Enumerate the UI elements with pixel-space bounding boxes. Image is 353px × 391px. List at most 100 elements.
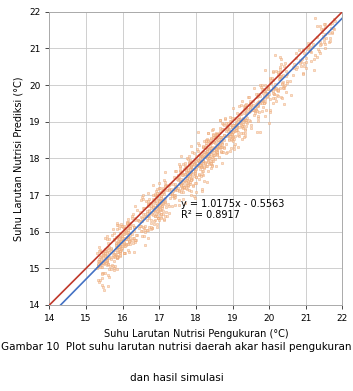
- Point: [163, 182, 169, 188]
- Point: [232, 133, 238, 139]
- Point: [220, 140, 225, 146]
- Point: [136, 218, 142, 224]
- Point: [220, 133, 226, 140]
- Point: [144, 227, 150, 233]
- Point: [209, 162, 215, 168]
- Point: [270, 85, 276, 91]
- Point: [99, 282, 105, 289]
- Point: [205, 130, 211, 136]
- Point: [185, 183, 191, 189]
- Point: [255, 113, 261, 119]
- Point: [255, 102, 260, 108]
- Point: [252, 110, 257, 116]
- Point: [282, 60, 288, 66]
- Point: [185, 181, 191, 188]
- Point: [242, 104, 248, 111]
- Point: [102, 252, 107, 258]
- Point: [271, 91, 277, 97]
- Point: [132, 217, 138, 224]
- Point: [267, 91, 272, 97]
- Point: [196, 176, 202, 182]
- Point: [264, 94, 270, 100]
- Point: [190, 183, 196, 189]
- Point: [113, 252, 118, 258]
- Point: [192, 169, 197, 176]
- Point: [96, 258, 102, 265]
- Point: [122, 250, 127, 256]
- Point: [237, 110, 243, 117]
- Point: [206, 151, 211, 158]
- Point: [118, 250, 123, 256]
- Point: [176, 181, 181, 187]
- Point: [108, 245, 114, 251]
- Point: [204, 146, 210, 152]
- Point: [239, 111, 244, 118]
- Point: [267, 75, 273, 82]
- Y-axis label: Suhu Larutan Nutrisi Prediksi (°C): Suhu Larutan Nutrisi Prediksi (°C): [13, 76, 23, 240]
- Point: [229, 129, 235, 136]
- Point: [219, 141, 225, 147]
- Point: [203, 154, 208, 160]
- Point: [192, 179, 198, 186]
- Point: [146, 224, 151, 230]
- Point: [328, 21, 333, 27]
- Point: [287, 78, 293, 84]
- Point: [193, 158, 199, 165]
- Point: [229, 124, 235, 130]
- Point: [146, 206, 152, 213]
- Point: [169, 191, 175, 197]
- Point: [114, 225, 120, 231]
- Point: [152, 197, 158, 204]
- Point: [188, 163, 194, 170]
- Point: [177, 163, 183, 169]
- Point: [276, 73, 282, 79]
- Point: [209, 127, 215, 133]
- Point: [145, 201, 151, 207]
- Point: [120, 245, 125, 251]
- Point: [126, 233, 131, 240]
- Point: [273, 68, 279, 75]
- Point: [104, 250, 110, 256]
- Point: [201, 165, 207, 171]
- Point: [110, 252, 116, 258]
- Point: [205, 154, 211, 161]
- Point: [104, 255, 110, 262]
- Point: [216, 134, 221, 140]
- Point: [154, 204, 159, 210]
- Point: [156, 185, 162, 192]
- Point: [100, 259, 106, 265]
- Point: [106, 249, 112, 255]
- Point: [214, 147, 220, 153]
- Point: [252, 108, 258, 115]
- Point: [280, 81, 285, 87]
- Point: [265, 84, 271, 90]
- Point: [204, 151, 210, 157]
- Point: [158, 193, 164, 199]
- Point: [157, 197, 163, 203]
- Point: [208, 135, 214, 142]
- Point: [205, 150, 210, 156]
- Point: [154, 202, 160, 208]
- Point: [214, 131, 219, 137]
- Point: [112, 247, 118, 253]
- Point: [200, 171, 205, 178]
- Point: [255, 94, 260, 100]
- Point: [183, 179, 189, 186]
- Point: [126, 249, 132, 255]
- Point: [263, 82, 268, 88]
- Point: [229, 131, 234, 137]
- Point: [189, 164, 194, 170]
- Point: [261, 93, 267, 99]
- Point: [154, 202, 160, 208]
- Point: [270, 77, 276, 83]
- Point: [235, 118, 240, 125]
- Point: [213, 143, 219, 149]
- Point: [151, 218, 157, 224]
- Point: [220, 144, 225, 150]
- Point: [113, 242, 119, 248]
- Point: [218, 136, 224, 142]
- Point: [149, 210, 155, 217]
- Point: [112, 230, 117, 236]
- Point: [178, 167, 183, 173]
- Point: [311, 67, 317, 74]
